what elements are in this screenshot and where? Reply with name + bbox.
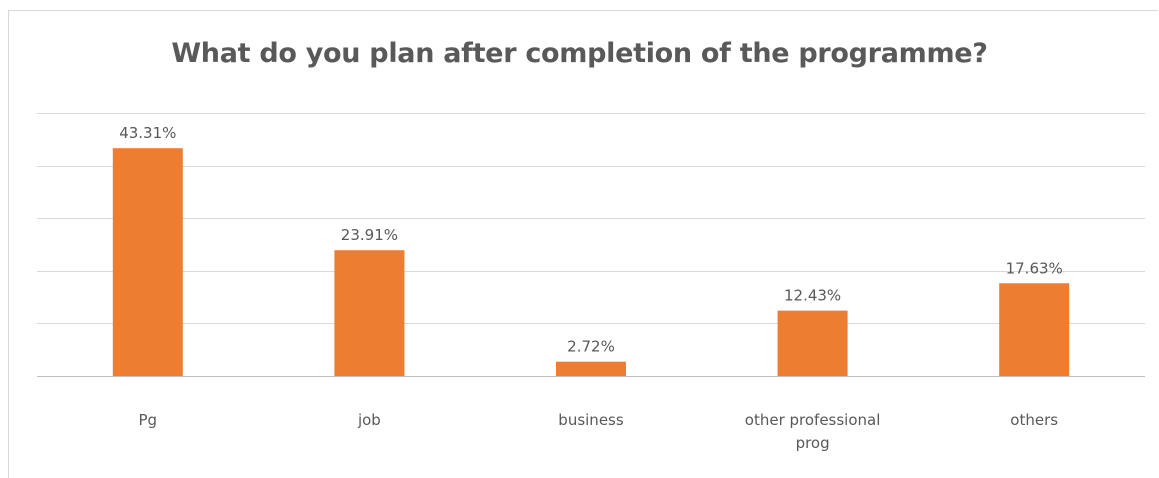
data-label: 17.63% — [1006, 259, 1063, 277]
x-tick-label: others — [1010, 411, 1058, 429]
x-tick-label: business — [558, 411, 624, 429]
bar-job — [334, 250, 405, 376]
data-label: 43.31% — [119, 124, 176, 142]
x-tick-label: job — [357, 411, 381, 429]
data-label: 12.43% — [784, 287, 841, 305]
bar-other-professional-prog — [777, 310, 848, 376]
bar-pg — [112, 148, 183, 376]
data-label: 2.72% — [567, 338, 615, 356]
chart-title: What do you plan after completion of the… — [171, 38, 988, 69]
chart-frame — [8, 10, 1158, 478]
x-tick-label: Pg — [139, 411, 158, 429]
x-tick-label: prog — [796, 434, 830, 452]
bar-business — [556, 361, 626, 376]
x-tick-label: other professional — [745, 411, 881, 429]
bar-others — [999, 283, 1070, 376]
gridlines — [37, 113, 1145, 324]
data-label: 23.91% — [341, 226, 398, 244]
